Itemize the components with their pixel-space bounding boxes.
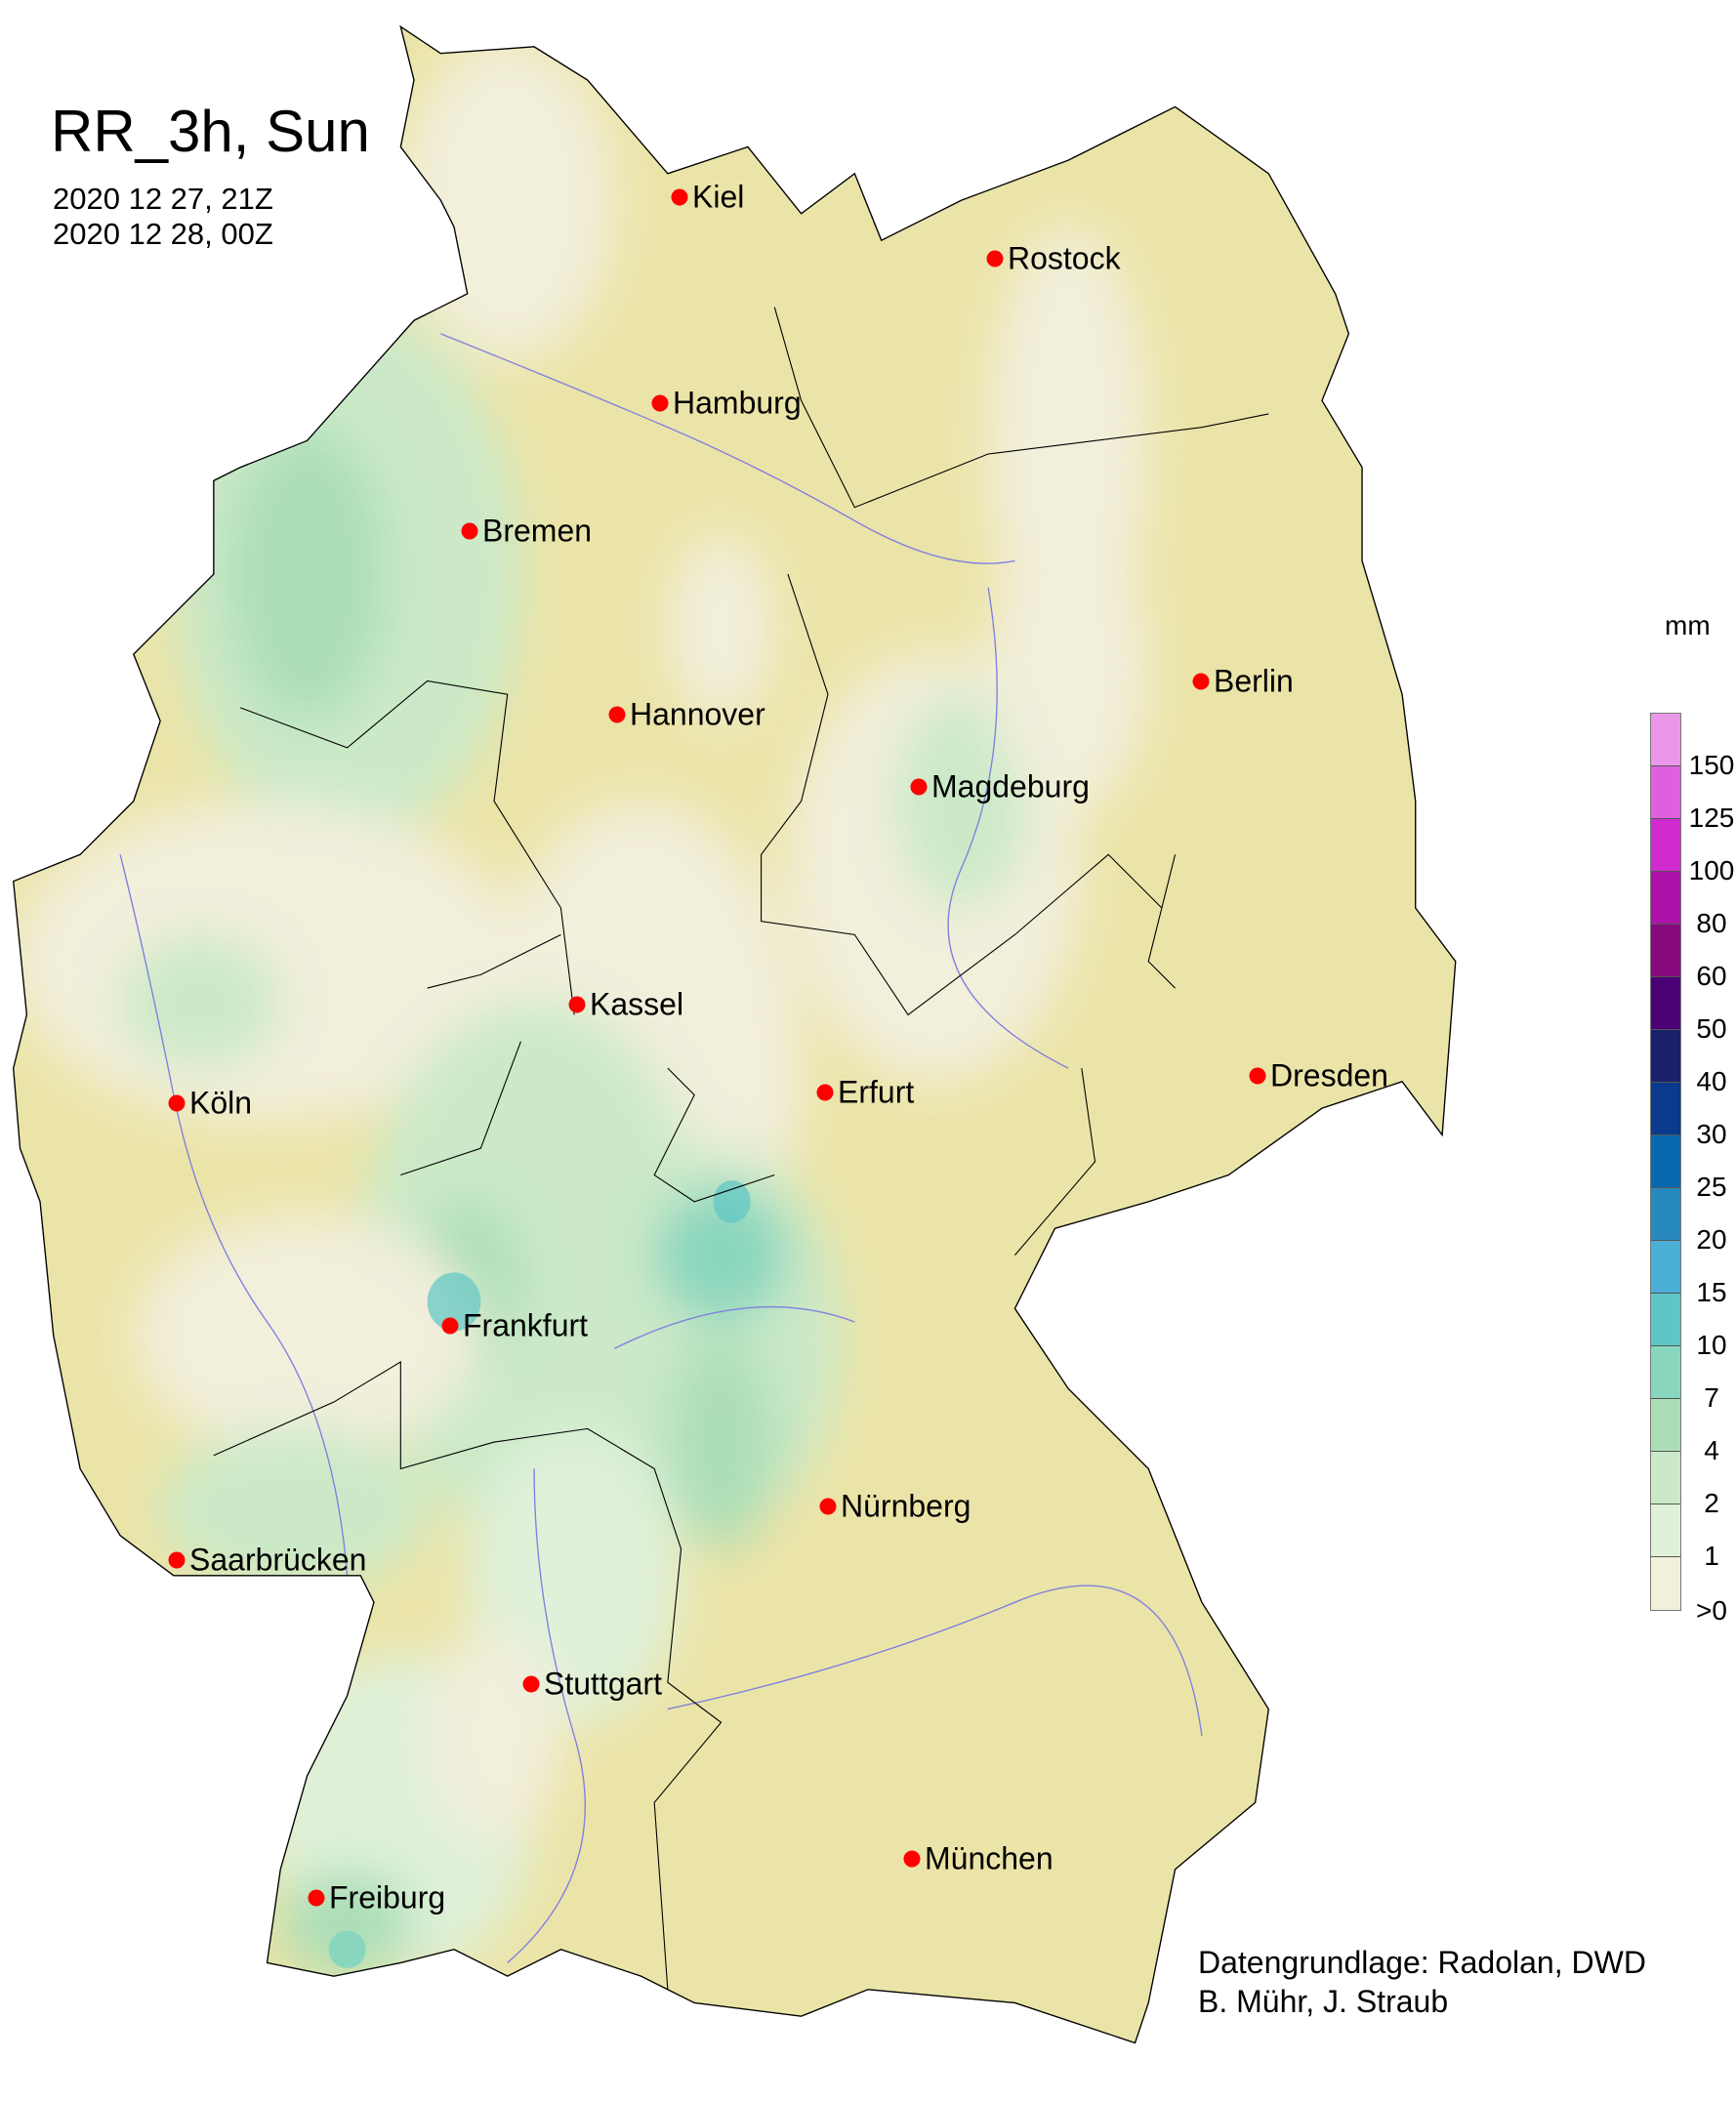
- legend-tick: 80: [1696, 908, 1727, 938]
- legend-tick: 1: [1704, 1541, 1719, 1571]
- city-marker: [986, 250, 1004, 268]
- legend-tick: 15: [1696, 1277, 1727, 1307]
- legend-swatch: [1651, 714, 1680, 766]
- valid-to: 2020 12 28, 00Z: [53, 217, 273, 251]
- legend-tick: 40: [1696, 1066, 1727, 1096]
- legend-tick: 7: [1704, 1382, 1719, 1413]
- legend-tick: 20: [1696, 1224, 1727, 1255]
- legend-swatch: [1651, 1241, 1680, 1294]
- legend-swatch: [1651, 766, 1680, 819]
- legend-swatch: [1651, 1399, 1680, 1452]
- city-marker: [816, 1084, 834, 1101]
- city-label: Dresden: [1270, 1057, 1388, 1093]
- city-label: München: [925, 1840, 1054, 1876]
- city-label: Freiburg: [329, 1879, 446, 1916]
- city-marker: [910, 778, 928, 796]
- city-label: Kiel: [692, 179, 745, 215]
- legend-swatch: [1651, 1346, 1680, 1399]
- legend-swatch: [1651, 1083, 1680, 1135]
- legend-swatch: [1651, 1557, 1680, 1610]
- legend-swatch: [1651, 1294, 1680, 1346]
- city-marker: [522, 1675, 540, 1693]
- city-label: Stuttgart: [544, 1666, 662, 1702]
- city-label: Bremen: [482, 513, 593, 549]
- legend-swatch: [1651, 1030, 1680, 1083]
- credit-source: Datengrundlage: Radolan, DWD: [1198, 1945, 1646, 1980]
- city-label: Erfurt: [838, 1074, 915, 1110]
- city-label: Frankfurt: [463, 1307, 589, 1343]
- legend-swatch: [1651, 872, 1680, 925]
- legend-tick: 4: [1704, 1435, 1719, 1465]
- legend-tick: 10: [1696, 1330, 1727, 1360]
- city-marker: [1192, 673, 1210, 690]
- legend-swatch: [1651, 1135, 1680, 1188]
- legend-swatch: [1651, 977, 1680, 1030]
- legend-tick-min: >0: [1696, 1595, 1727, 1626]
- city-marker: [461, 522, 478, 540]
- city-marker: [168, 1551, 186, 1569]
- city-marker: [1249, 1067, 1266, 1085]
- city-label: Hannover: [630, 696, 765, 732]
- city-marker: [568, 996, 586, 1013]
- city-label: Nürnberg: [841, 1488, 971, 1524]
- valid-from: 2020 12 27, 21Z: [53, 182, 273, 216]
- city-marker: [903, 1850, 921, 1868]
- city-marker: [819, 1498, 837, 1515]
- legend-tick: 125: [1688, 803, 1735, 833]
- city-marker: [308, 1889, 325, 1907]
- legend-tick: 50: [1696, 1013, 1727, 1044]
- legend-tick: 100: [1688, 855, 1735, 886]
- city-marker: [441, 1317, 459, 1335]
- city-label: Köln: [189, 1085, 253, 1121]
- color-legend: [1650, 713, 1681, 1611]
- city-marker: [651, 394, 669, 412]
- legend-swatch: [1651, 1188, 1680, 1241]
- legend-swatch: [1651, 1504, 1680, 1557]
- credit-authors: B. Mühr, J. Straub: [1198, 1984, 1449, 2019]
- legend-tick: 30: [1696, 1119, 1727, 1149]
- city-marker: [671, 188, 688, 206]
- legend-tick: 150: [1688, 750, 1735, 780]
- legend-tick: 25: [1696, 1172, 1727, 1202]
- legend-swatch: [1651, 819, 1680, 872]
- city-label: Magdeburg: [931, 768, 1090, 804]
- map-title: RR_3h, Sun: [51, 99, 370, 164]
- city-label: Berlin: [1214, 663, 1294, 699]
- city-label: Kassel: [590, 986, 684, 1022]
- legend-unit: mm: [1665, 610, 1711, 640]
- city-label: Saarbrücken: [189, 1542, 367, 1578]
- legend-tick: 60: [1696, 961, 1727, 991]
- city-label: Rostock: [1008, 240, 1121, 276]
- city-label: Hamburg: [673, 385, 802, 421]
- city-marker: [608, 706, 626, 723]
- city-marker: [168, 1094, 186, 1112]
- legend-tick: 2: [1704, 1488, 1719, 1518]
- legend-swatch: [1651, 1452, 1680, 1504]
- legend-swatch: [1651, 925, 1680, 977]
